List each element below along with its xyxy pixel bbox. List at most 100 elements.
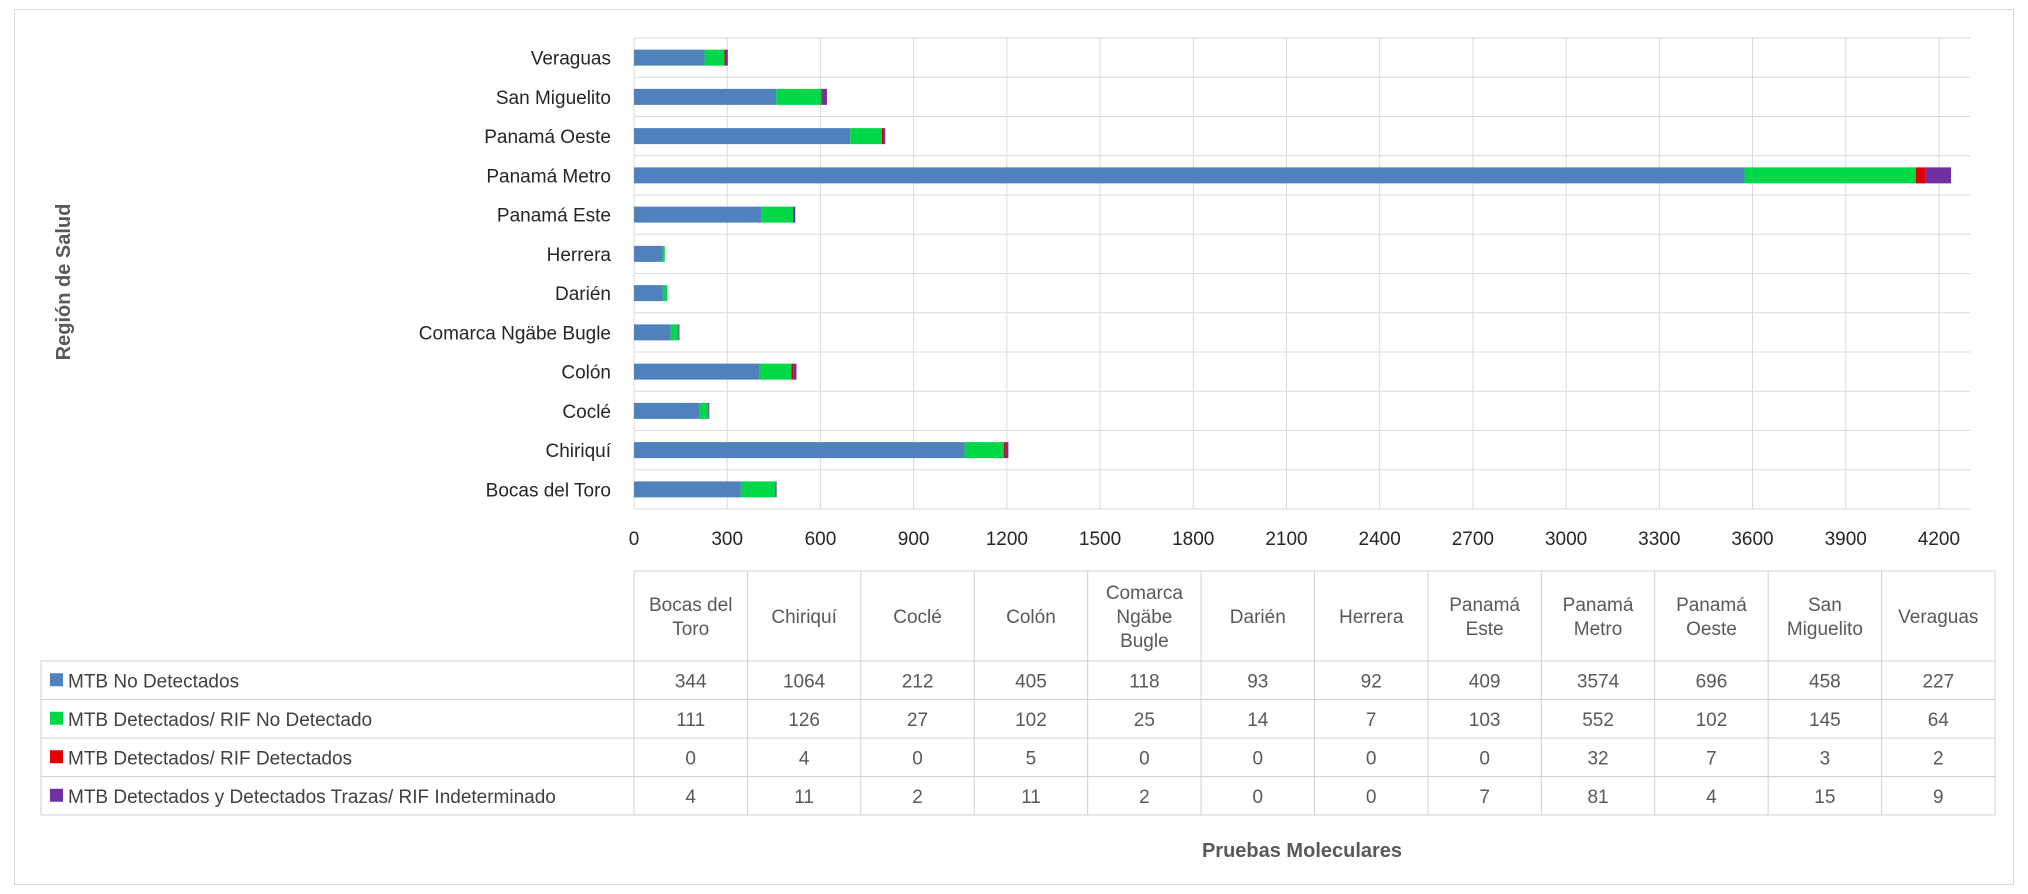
table-value-cell: 0 (1479, 748, 1490, 769)
bar-segment (822, 88, 827, 105)
category-label: Bocas del Toro (486, 480, 611, 501)
table-value-cell: 405 (1015, 671, 1047, 692)
table-value-cell: 1064 (783, 671, 826, 692)
bar-segment (662, 245, 665, 262)
x-axis-title: Pruebas Moleculares (1202, 840, 1402, 862)
table-value-cell: 11 (1021, 787, 1041, 808)
table-value-cell: 458 (1809, 671, 1841, 692)
bar-segment (634, 245, 663, 262)
bar-segment (761, 206, 794, 223)
table-value-cell: 5 (1026, 748, 1037, 769)
table-header-cell: San Miguelito (1787, 595, 1863, 640)
table-value-cell: 0 (1366, 748, 1377, 769)
bar-segment (634, 324, 671, 341)
bar-segment (776, 88, 822, 105)
table-value-cell: 227 (1922, 671, 1954, 692)
table-value-cell: 7 (1706, 748, 1717, 769)
table-value-cell: 9 (1933, 787, 1944, 808)
table-value-cell: 4 (685, 787, 696, 808)
bar-segment (1004, 442, 1009, 459)
table-value-cell: 409 (1469, 671, 1501, 692)
x-tick-label: 4200 (1918, 529, 1960, 550)
bar-segment (724, 49, 726, 66)
bar-segment (850, 128, 882, 145)
table-header-cell: Bocas del Toro (649, 595, 732, 640)
table-value-cell: 7 (1366, 710, 1377, 731)
bar-segment (821, 88, 823, 105)
table-value-cell: 118 (1129, 671, 1159, 692)
table-value-cell: 4 (1706, 787, 1717, 808)
table-value-cell: 25 (1134, 710, 1155, 731)
bar-segment (634, 167, 1745, 184)
table-value-cell: 3 (1820, 748, 1831, 769)
bar-segment (634, 402, 700, 419)
table-value-cell: 0 (1253, 787, 1264, 808)
table-value-cell: 14 (1247, 710, 1269, 731)
table-header-cell: Darién (1230, 607, 1286, 628)
bar-segment (791, 363, 794, 380)
table-value-cell: 3574 (1577, 671, 1620, 692)
table-value-cell: 81 (1587, 787, 1608, 808)
x-tick-label: 3600 (1731, 529, 1773, 550)
legend-swatch (50, 711, 63, 725)
legend-swatch (50, 673, 63, 687)
table-value-cell: 0 (1253, 748, 1264, 769)
bar-segment (964, 442, 1004, 459)
legend-label: MTB Detectados y Detectados Trazas/ RIF … (68, 787, 556, 808)
bar-segment (704, 49, 725, 66)
table-header-cell: Colón (1006, 607, 1056, 628)
category-label: Panamá Este (497, 206, 611, 227)
legend-label: MTB Detectados/ RIF No Detectado (68, 710, 372, 731)
x-tick-label: 3300 (1638, 529, 1680, 550)
table-value-cell: 11 (794, 787, 814, 808)
table-value-cell: 552 (1582, 710, 1614, 731)
category-label: Colón (561, 363, 611, 384)
category-labels: Bocas del Toro Chiriquí Coclé Colón Comarca … (419, 49, 612, 502)
table-header-cell: Coclé (893, 607, 942, 628)
table-value-cell: 32 (1587, 748, 1608, 769)
table-value-cell: 2 (1933, 748, 1944, 769)
x-tick-labels: 0 300 600 900 1200 1500 1800 2100 2400 2700 3000 33… (629, 529, 1960, 550)
x-tick-label: 900 (898, 529, 930, 550)
x-tick-label: 2400 (1359, 529, 1401, 550)
legend-label: MTB Detectados/ RIF Detectados (68, 748, 352, 769)
data-table: Bocas del Toro Chiriquí Coclé Colón Comarca Ng… (40, 570, 1996, 816)
category-label: San Miguelito (496, 88, 611, 109)
x-tick-label: 0 (629, 529, 640, 550)
bars (634, 49, 1952, 498)
x-tick-label: 600 (805, 529, 837, 550)
table-value-cell: 111 (676, 710, 705, 731)
category-label: Veraguas (531, 49, 611, 70)
bar-segment (793, 206, 796, 223)
bar-segment (1925, 167, 1952, 184)
bar-segment (634, 88, 777, 105)
category-label: Panamá Oeste (484, 127, 611, 148)
table-value-cell: 7 (1479, 787, 1490, 808)
legend-swatch (50, 750, 63, 764)
table-value-cell: 102 (1015, 710, 1047, 731)
table-value-cell: 103 (1469, 710, 1501, 731)
bar-segment (634, 442, 965, 459)
bar-segment (634, 363, 760, 380)
table-value-cell: 0 (912, 748, 923, 769)
x-tick-label: 3900 (1825, 529, 1867, 550)
category-label: Coclé (562, 402, 611, 423)
table-header-cell: Comarca Ngäbe Bugle (1106, 583, 1184, 652)
bar-segment (634, 481, 741, 498)
table-value-cell: 2 (1139, 787, 1150, 808)
legend-swatch (50, 788, 63, 802)
table-header-cell: Herrera (1339, 607, 1404, 628)
table-header-cell: Chiriquí (771, 607, 837, 628)
table-value-cell: 0 (685, 748, 696, 769)
table-value-cell: 92 (1361, 671, 1382, 692)
category-label: Darién (555, 284, 611, 305)
bar-segment (1915, 167, 1926, 184)
x-tick-label: 1500 (1079, 529, 1121, 550)
bar-segment (884, 128, 886, 145)
chart-frame (14, 9, 2014, 885)
table-value-cell: 0 (1366, 787, 1377, 808)
category-label: Chiriquí (546, 441, 612, 462)
bar-segment (634, 206, 762, 223)
bar-segment (678, 324, 680, 341)
